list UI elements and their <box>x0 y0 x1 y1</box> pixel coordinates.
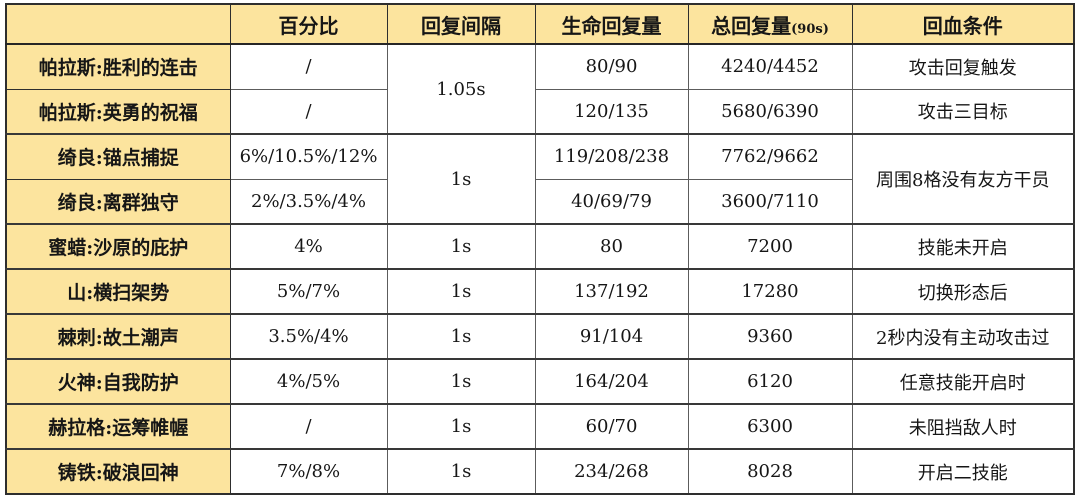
table-row: 绮良:锚点捕捉 6%/10.5%/12% 1s 119/208/238 7762… <box>5 133 1075 225</box>
operator-skill-name: 赫拉格:运筹帷幄 <box>5 403 231 450</box>
header-interval: 回复间隔 <box>386 3 536 45</box>
condition-cell: 攻击三目标 <box>851 88 1075 135</box>
interval-cell: 1s <box>386 313 536 360</box>
table-row: 绮良:离群独守 2%/3.5%/4% 40/69/79 3600/7110 <box>5 178 1074 225</box>
interval-cell: 1s <box>386 403 536 450</box>
operator-skill-name: 帕拉斯:英勇的祝福 <box>5 88 231 135</box>
total-regen-cell: 7200 <box>687 223 853 270</box>
header-percent: 百分比 <box>229 3 388 45</box>
operator-skill-name: 火神:自我防护 <box>5 358 231 405</box>
table-row: 铸铁:破浪回神 7%/8% 1s 234/268 8028 开启二技能 <box>5 448 1075 495</box>
percent-cell: 6%/10.5%/12% <box>229 133 388 180</box>
total-regen-cell: 7762/9662 <box>687 133 853 180</box>
operator-skill-name: 帕拉斯:胜利的连击 <box>5 43 231 90</box>
hp-regen-cell: 120/135 <box>534 88 689 135</box>
condition-cell: 攻击回复触发 <box>851 43 1075 90</box>
condition-cell: 任意技能开启时 <box>851 358 1075 405</box>
hp-regen-cell: 164/204 <box>534 358 689 405</box>
percent-cell: / <box>229 43 388 90</box>
hp-regen-cell: 91/104 <box>534 313 689 360</box>
hp-regen-cell: 80 <box>534 223 689 270</box>
total-regen-cell: 6120 <box>687 358 853 405</box>
operator-skill-name: 绮良:锚点捕捉 <box>5 133 231 180</box>
total-regen-cell: 8028 <box>687 448 853 495</box>
table-row: 帕拉斯:英勇的祝福 / 120/135 5680/6390 攻击三目标 <box>5 88 1075 135</box>
operator-skill-name: 铸铁:破浪回神 <box>5 448 231 495</box>
total-regen-cell: 3600/7110 <box>687 178 853 225</box>
table-row: 蜜蜡:沙原的庇护 4% 1s 80 7200 技能未开启 <box>5 223 1075 270</box>
table-row: 赫拉格:运筹帷幄 / 1s 60/70 6300 未阻挡敌人时 <box>5 403 1075 450</box>
header-name-blank <box>5 3 231 45</box>
condition-cell: 技能未开启 <box>851 223 1075 270</box>
condition-cell: 开启二技能 <box>851 448 1075 495</box>
hp-regen-cell: 234/268 <box>534 448 689 495</box>
total-regen-cell: 5680/6390 <box>687 88 853 135</box>
condition-cell: 切换形态后 <box>851 268 1075 315</box>
hp-regen-cell: 80/90 <box>534 43 689 90</box>
percent-cell: 7%/8% <box>229 448 388 495</box>
total-regen-cell: 4240/4452 <box>687 43 853 90</box>
table-row: 山:横扫架势 5%/7% 1s 137/192 17280 切换形态后 <box>5 268 1075 315</box>
hp-regen-cell: 40/69/79 <box>534 178 689 225</box>
regen-comparison-table: 百分比 回复间隔 生命回复量 总回复量(90s) 回血条件 帕拉斯:胜利的连击 … <box>5 3 1075 495</box>
interval-cell: 1s <box>386 223 536 270</box>
interval-cell: 1s <box>386 268 536 315</box>
interval-cell: 1s <box>386 133 536 225</box>
operator-skill-name: 山:横扫架势 <box>5 268 231 315</box>
hp-regen-cell: 60/70 <box>534 403 689 450</box>
percent-cell: 4%/5% <box>229 358 388 405</box>
percent-cell: 3.5%/4% <box>229 313 388 360</box>
header-total-regen: 总回复量(90s) <box>687 3 853 45</box>
interval-cell: 1s <box>386 358 536 405</box>
condition-cell: 周围8格没有友方干员 <box>851 133 1075 225</box>
table-row: 帕拉斯:胜利的连击 / 1.05s 80/90 4240/4452 攻击回复触发 <box>5 43 1075 135</box>
total-regen-cell: 17280 <box>687 268 853 315</box>
percent-cell: / <box>229 88 388 135</box>
percent-cell: 2%/3.5%/4% <box>229 178 388 225</box>
table-row: 火神:自我防护 4%/5% 1s 164/204 6120 任意技能开启时 <box>5 358 1075 405</box>
percent-cell: 5%/7% <box>229 268 388 315</box>
total-regen-cell: 6300 <box>687 403 853 450</box>
header-total-regen-note: (90s) <box>791 21 829 37</box>
percent-cell: 4% <box>229 223 388 270</box>
hp-regen-cell: 119/208/238 <box>534 133 689 180</box>
condition-cell: 2秒内没有主动攻击过 <box>851 313 1075 360</box>
header-total-regen-label: 总回复量 <box>711 13 792 38</box>
operator-skill-name: 棘刺:故土潮声 <box>5 313 231 360</box>
header-condition: 回血条件 <box>851 3 1075 45</box>
operator-skill-name: 绮良:离群独守 <box>5 178 231 225</box>
operator-skill-name: 蜜蜡:沙原的庇护 <box>5 223 231 270</box>
total-regen-cell: 9360 <box>687 313 853 360</box>
table-row: 棘刺:故土潮声 3.5%/4% 1s 91/104 9360 2秒内没有主动攻击… <box>5 313 1075 360</box>
hp-regen-cell: 137/192 <box>534 268 689 315</box>
header-hp-regen: 生命回复量 <box>534 3 689 45</box>
percent-cell: / <box>229 403 388 450</box>
header-row: 百分比 回复间隔 生命回复量 总回复量(90s) 回血条件 <box>5 3 1075 45</box>
interval-cell: 1s <box>386 448 536 495</box>
interval-cell: 1.05s <box>386 43 536 135</box>
condition-cell: 未阻挡敌人时 <box>851 403 1075 450</box>
